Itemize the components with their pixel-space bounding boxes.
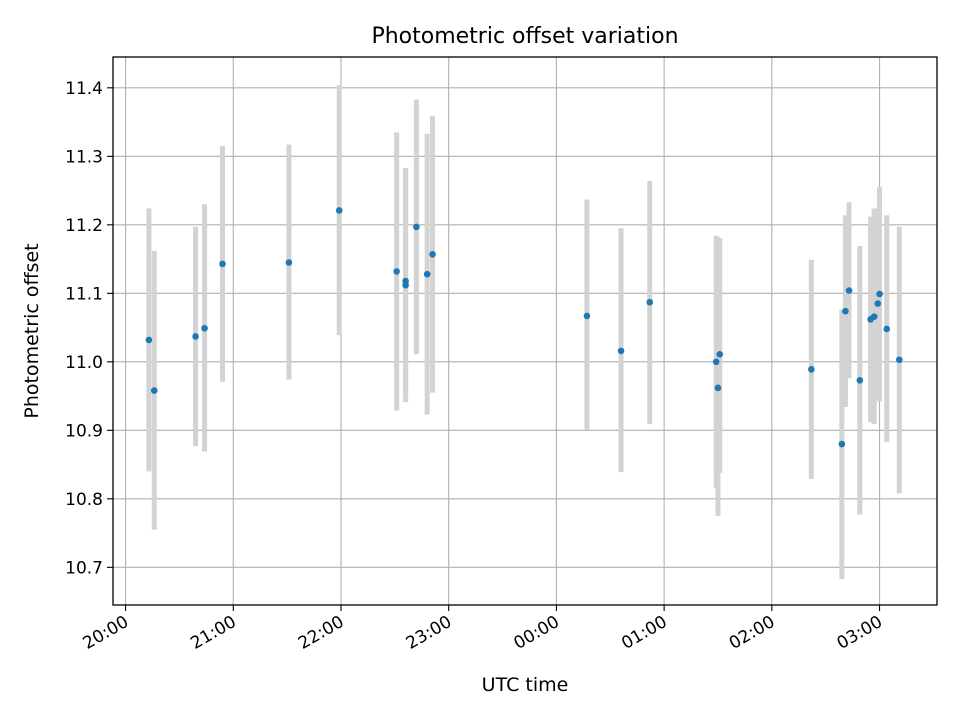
data-point (583, 312, 591, 320)
data-point (874, 300, 882, 307)
y-tick-label: 10.7 (65, 558, 103, 578)
data-point (393, 268, 400, 275)
y-tick-label: 11.0 (65, 353, 103, 373)
data-point (712, 358, 720, 366)
plot-frame (112, 56, 938, 606)
y-tick-label: 11.3 (65, 147, 103, 167)
data-point (145, 336, 153, 344)
y-axis-ticks: 10.7 10.8 10.9 11.0 11.1 11.2 11.3 11.4 (65, 79, 113, 578)
data-point (423, 270, 431, 278)
grid (113, 57, 937, 605)
y-axis-label: Photometric offset (21, 243, 43, 418)
data-point (646, 298, 654, 306)
data-point (617, 347, 625, 355)
data-point (808, 366, 815, 373)
data-point (838, 440, 846, 448)
data-point (192, 333, 199, 340)
data-points (145, 207, 903, 448)
y-tick-label: 11.1 (65, 284, 103, 304)
data-point (714, 384, 722, 392)
data-point (856, 377, 864, 384)
y-tick-label: 11.4 (65, 79, 103, 99)
data-point (335, 207, 343, 214)
data-point (845, 287, 853, 294)
data-point (883, 325, 891, 333)
y-tick-label: 11.2 (65, 216, 103, 236)
data-point (402, 281, 409, 289)
y-tick-label: 10.9 (65, 421, 103, 441)
data-point (870, 313, 878, 320)
data-point (716, 350, 724, 358)
data-point (842, 307, 849, 315)
data-point (876, 290, 883, 298)
y-tick-label: 10.8 (65, 490, 103, 510)
data-point (219, 260, 226, 268)
data-point (201, 324, 208, 332)
x-axis-label: UTC time (482, 674, 569, 696)
data-point (413, 223, 420, 231)
data-point (150, 387, 158, 394)
data-point (896, 356, 903, 364)
data-point (285, 259, 293, 266)
data-point (429, 250, 436, 258)
chart-title: Photometric offset variation (371, 24, 678, 49)
